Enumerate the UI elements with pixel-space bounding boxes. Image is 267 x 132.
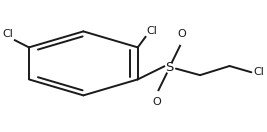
Text: Cl: Cl bbox=[147, 26, 158, 36]
Text: O: O bbox=[178, 29, 186, 39]
Text: S: S bbox=[165, 62, 174, 74]
Text: O: O bbox=[152, 97, 161, 107]
Text: Cl: Cl bbox=[254, 67, 265, 77]
Text: Cl: Cl bbox=[2, 29, 13, 39]
